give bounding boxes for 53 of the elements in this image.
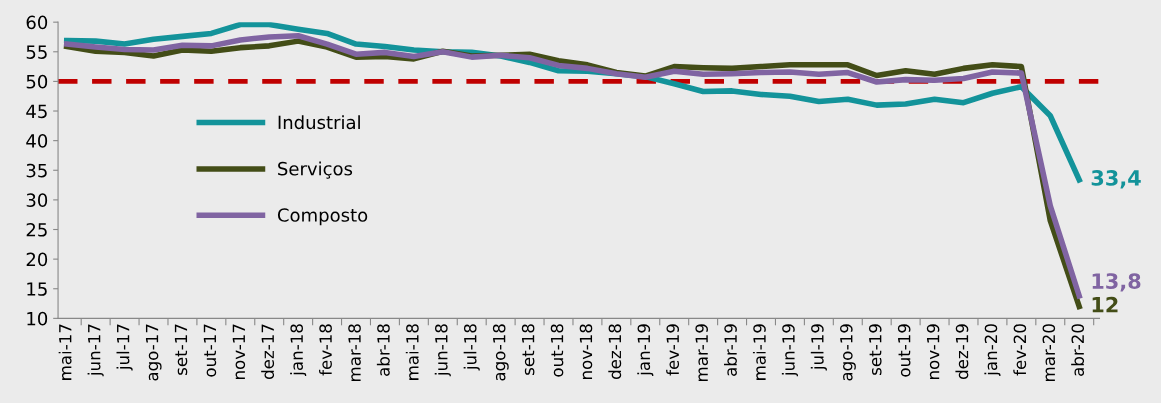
x-tick-label: dez-17 <box>261 324 275 379</box>
x-tick-label: ago-19 <box>840 324 856 381</box>
legend-label: Serviços <box>278 161 353 179</box>
y-tick-label: 55 <box>26 45 47 59</box>
x-tick-label: jan-18 <box>290 324 307 377</box>
x-tick-label: abr-18 <box>376 324 390 376</box>
x-tick-label: mar-18 <box>348 324 361 382</box>
data-label: 33,4 <box>1091 170 1141 189</box>
y-tick-label: 50 <box>26 74 48 89</box>
x-tick-label: set-19 <box>868 324 882 375</box>
x-tick-label: dez-19 <box>955 324 969 379</box>
x-tick-label: set-18 <box>521 324 535 375</box>
x-tick-label: nov-17 <box>232 324 246 379</box>
legend-label: Industrial <box>278 115 360 130</box>
x-tick-label: jul-18 <box>463 324 480 371</box>
x-tick-label: jul-17 <box>116 324 133 371</box>
x-tick-label: set-17 <box>174 324 188 375</box>
x-tick-label: jul-19 <box>810 324 827 371</box>
y-tick-label: 20 <box>26 252 48 267</box>
x-tick-label: dez-18 <box>608 324 622 379</box>
x-tick-label: jun-17 <box>87 324 104 377</box>
y-tick-label: 35 <box>26 163 47 178</box>
x-tick-label: fev-20 <box>1013 324 1027 376</box>
y-tick-label: 30 <box>26 193 48 207</box>
x-tick-label: abr-19 <box>724 324 737 376</box>
x-tick-label: fev-18 <box>319 324 332 376</box>
x-tick-label: jun-19 <box>781 324 798 377</box>
x-tick-label: mai-18 <box>405 324 419 380</box>
data-label: 13,8 <box>1092 273 1141 292</box>
x-tick-label: ago-17 <box>145 324 162 381</box>
x-tick-label: mar-19 <box>695 324 708 382</box>
legend-label: Composto <box>277 208 368 226</box>
x-tick-label: out-18 <box>550 324 564 377</box>
y-tick-label: 40 <box>26 134 48 148</box>
y-tick-label: 45 <box>26 104 47 119</box>
y-tick-label: 10 <box>27 311 48 326</box>
x-tick-label: ago-18 <box>492 324 509 381</box>
y-tick-label: 25 <box>26 222 47 237</box>
data-label: 12 <box>1092 296 1118 313</box>
x-tick-label: out-17 <box>203 324 217 377</box>
y-tick-label: 60 <box>26 15 48 30</box>
x-tick-label: nov-19 <box>926 324 940 379</box>
x-tick-label: out-19 <box>897 324 911 377</box>
x-tick-label: abr-20 <box>1071 324 1085 376</box>
y-tick-label: 15 <box>27 282 47 296</box>
x-tick-label: mai-19 <box>752 324 766 380</box>
x-tick-label: fev-19 <box>666 324 680 376</box>
x-tick-label: mai-17 <box>58 324 72 380</box>
x-tick-label: mar-20 <box>1042 324 1056 382</box>
x-tick-label: jan-20 <box>984 324 1001 377</box>
x-tick-label: nov-18 <box>579 324 593 379</box>
x-tick-label: jan-19 <box>637 324 654 377</box>
x-tick-label: jun-18 <box>434 324 451 377</box>
